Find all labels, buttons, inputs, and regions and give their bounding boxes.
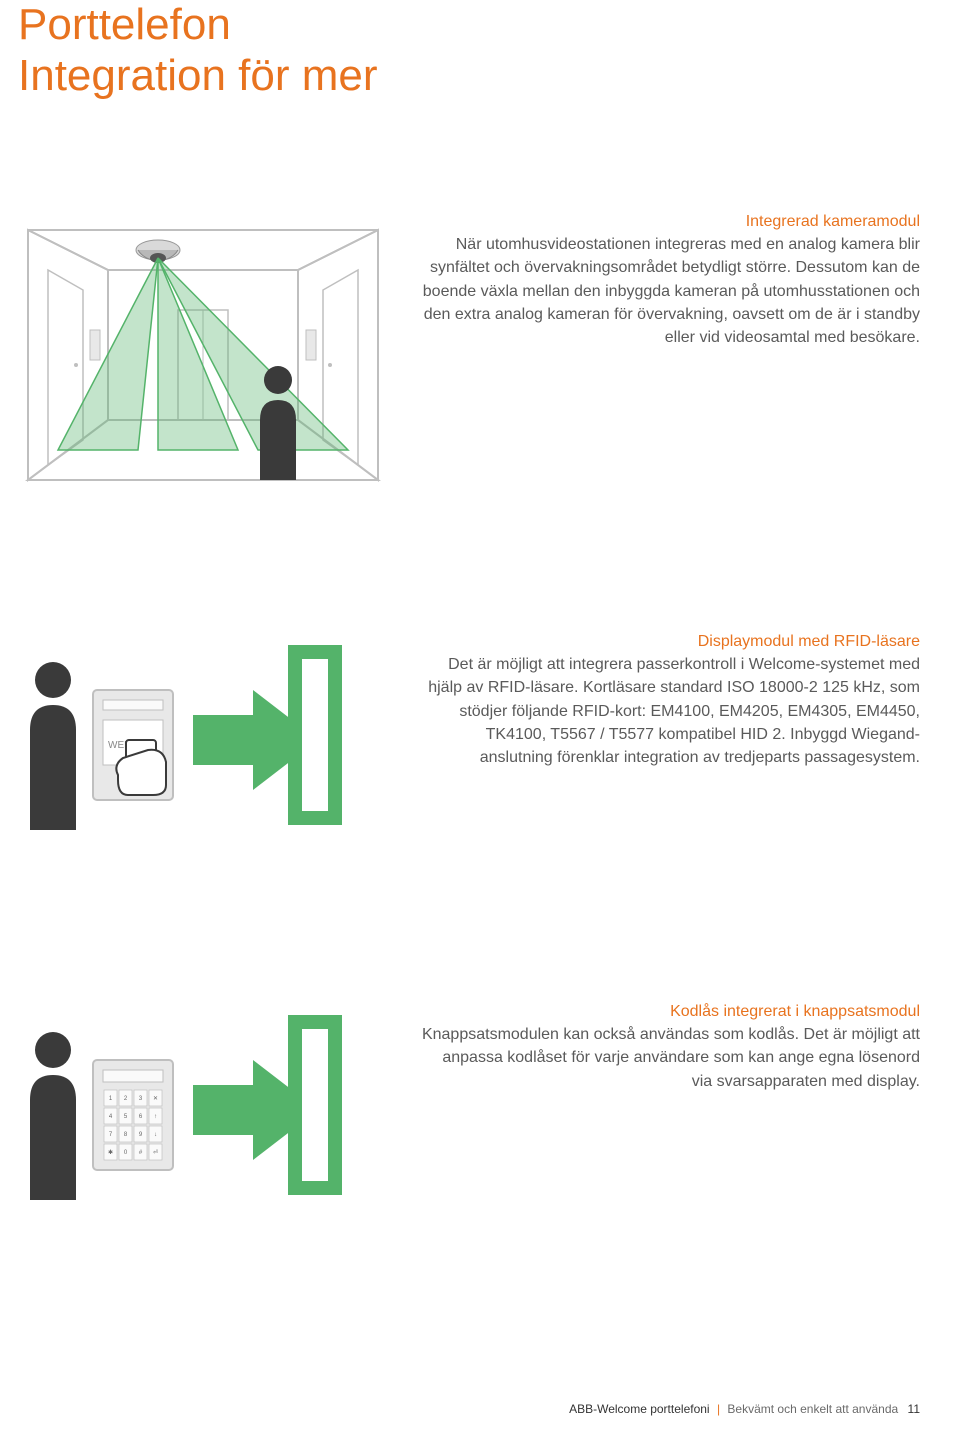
person-icon bbox=[30, 662, 76, 830]
section-camera: Integrerad kameramodul När utomhusvideos… bbox=[18, 210, 920, 490]
person-icon bbox=[30, 1032, 76, 1200]
person-icon bbox=[260, 366, 296, 480]
section-rfid-text: Displaymodul med RFID-läsare Det är möjl… bbox=[418, 630, 920, 769]
section-keypad: 123✕456↑789↓✱0#⏎ Kodlås integrerat i kna… bbox=[18, 1000, 920, 1200]
footer-tagline: Bekvämt och enkelt att använda bbox=[727, 1402, 898, 1416]
keypad-heading: Kodlås integrerat i knappsatsmodul bbox=[418, 1000, 920, 1023]
rfid-heading: Displaymodul med RFID-läsare bbox=[418, 630, 920, 653]
svg-text:✱: ✱ bbox=[108, 1149, 113, 1156]
svg-text:↓: ↓ bbox=[154, 1132, 157, 1138]
title-line-1: Porttelefon bbox=[18, 0, 231, 49]
rfid-illustration: WEL bbox=[18, 630, 388, 830]
section-rfid: WEL Displaymodul med RFID-läsare Det är … bbox=[18, 630, 920, 830]
page-title: Porttelefon Integration för mer bbox=[18, 0, 378, 101]
footer-sep: | bbox=[717, 1402, 720, 1416]
svg-text:↑: ↑ bbox=[154, 1114, 157, 1120]
camera-body: När utomhusvideostationen integreras med… bbox=[423, 236, 920, 346]
section-keypad-text: Kodlås integrerat i knappsatsmodul Knapp… bbox=[418, 1000, 920, 1093]
title-line-2: Integration för mer bbox=[18, 51, 378, 100]
svg-text:✕: ✕ bbox=[153, 1096, 158, 1102]
section-camera-text: Integrerad kameramodul När utomhusvideos… bbox=[418, 210, 920, 349]
footer-page: 11 bbox=[908, 1402, 920, 1416]
rfid-body: Det är möjligt att integrera passerkontr… bbox=[428, 656, 920, 766]
camera-heading: Integrerad kameramodul bbox=[418, 210, 920, 233]
page-footer: ABB-Welcome porttelefoni | Bekvämt och e… bbox=[569, 1402, 920, 1416]
keypad-illustration: 123✕456↑789↓✱0#⏎ bbox=[18, 1000, 388, 1200]
camera-room-illustration bbox=[18, 210, 388, 490]
svg-text:⏎: ⏎ bbox=[153, 1149, 158, 1156]
footer-brand: ABB-Welcome porttelefoni bbox=[569, 1402, 710, 1416]
keypad-body: Knappsatsmodulen kan också användas som … bbox=[422, 1026, 920, 1089]
